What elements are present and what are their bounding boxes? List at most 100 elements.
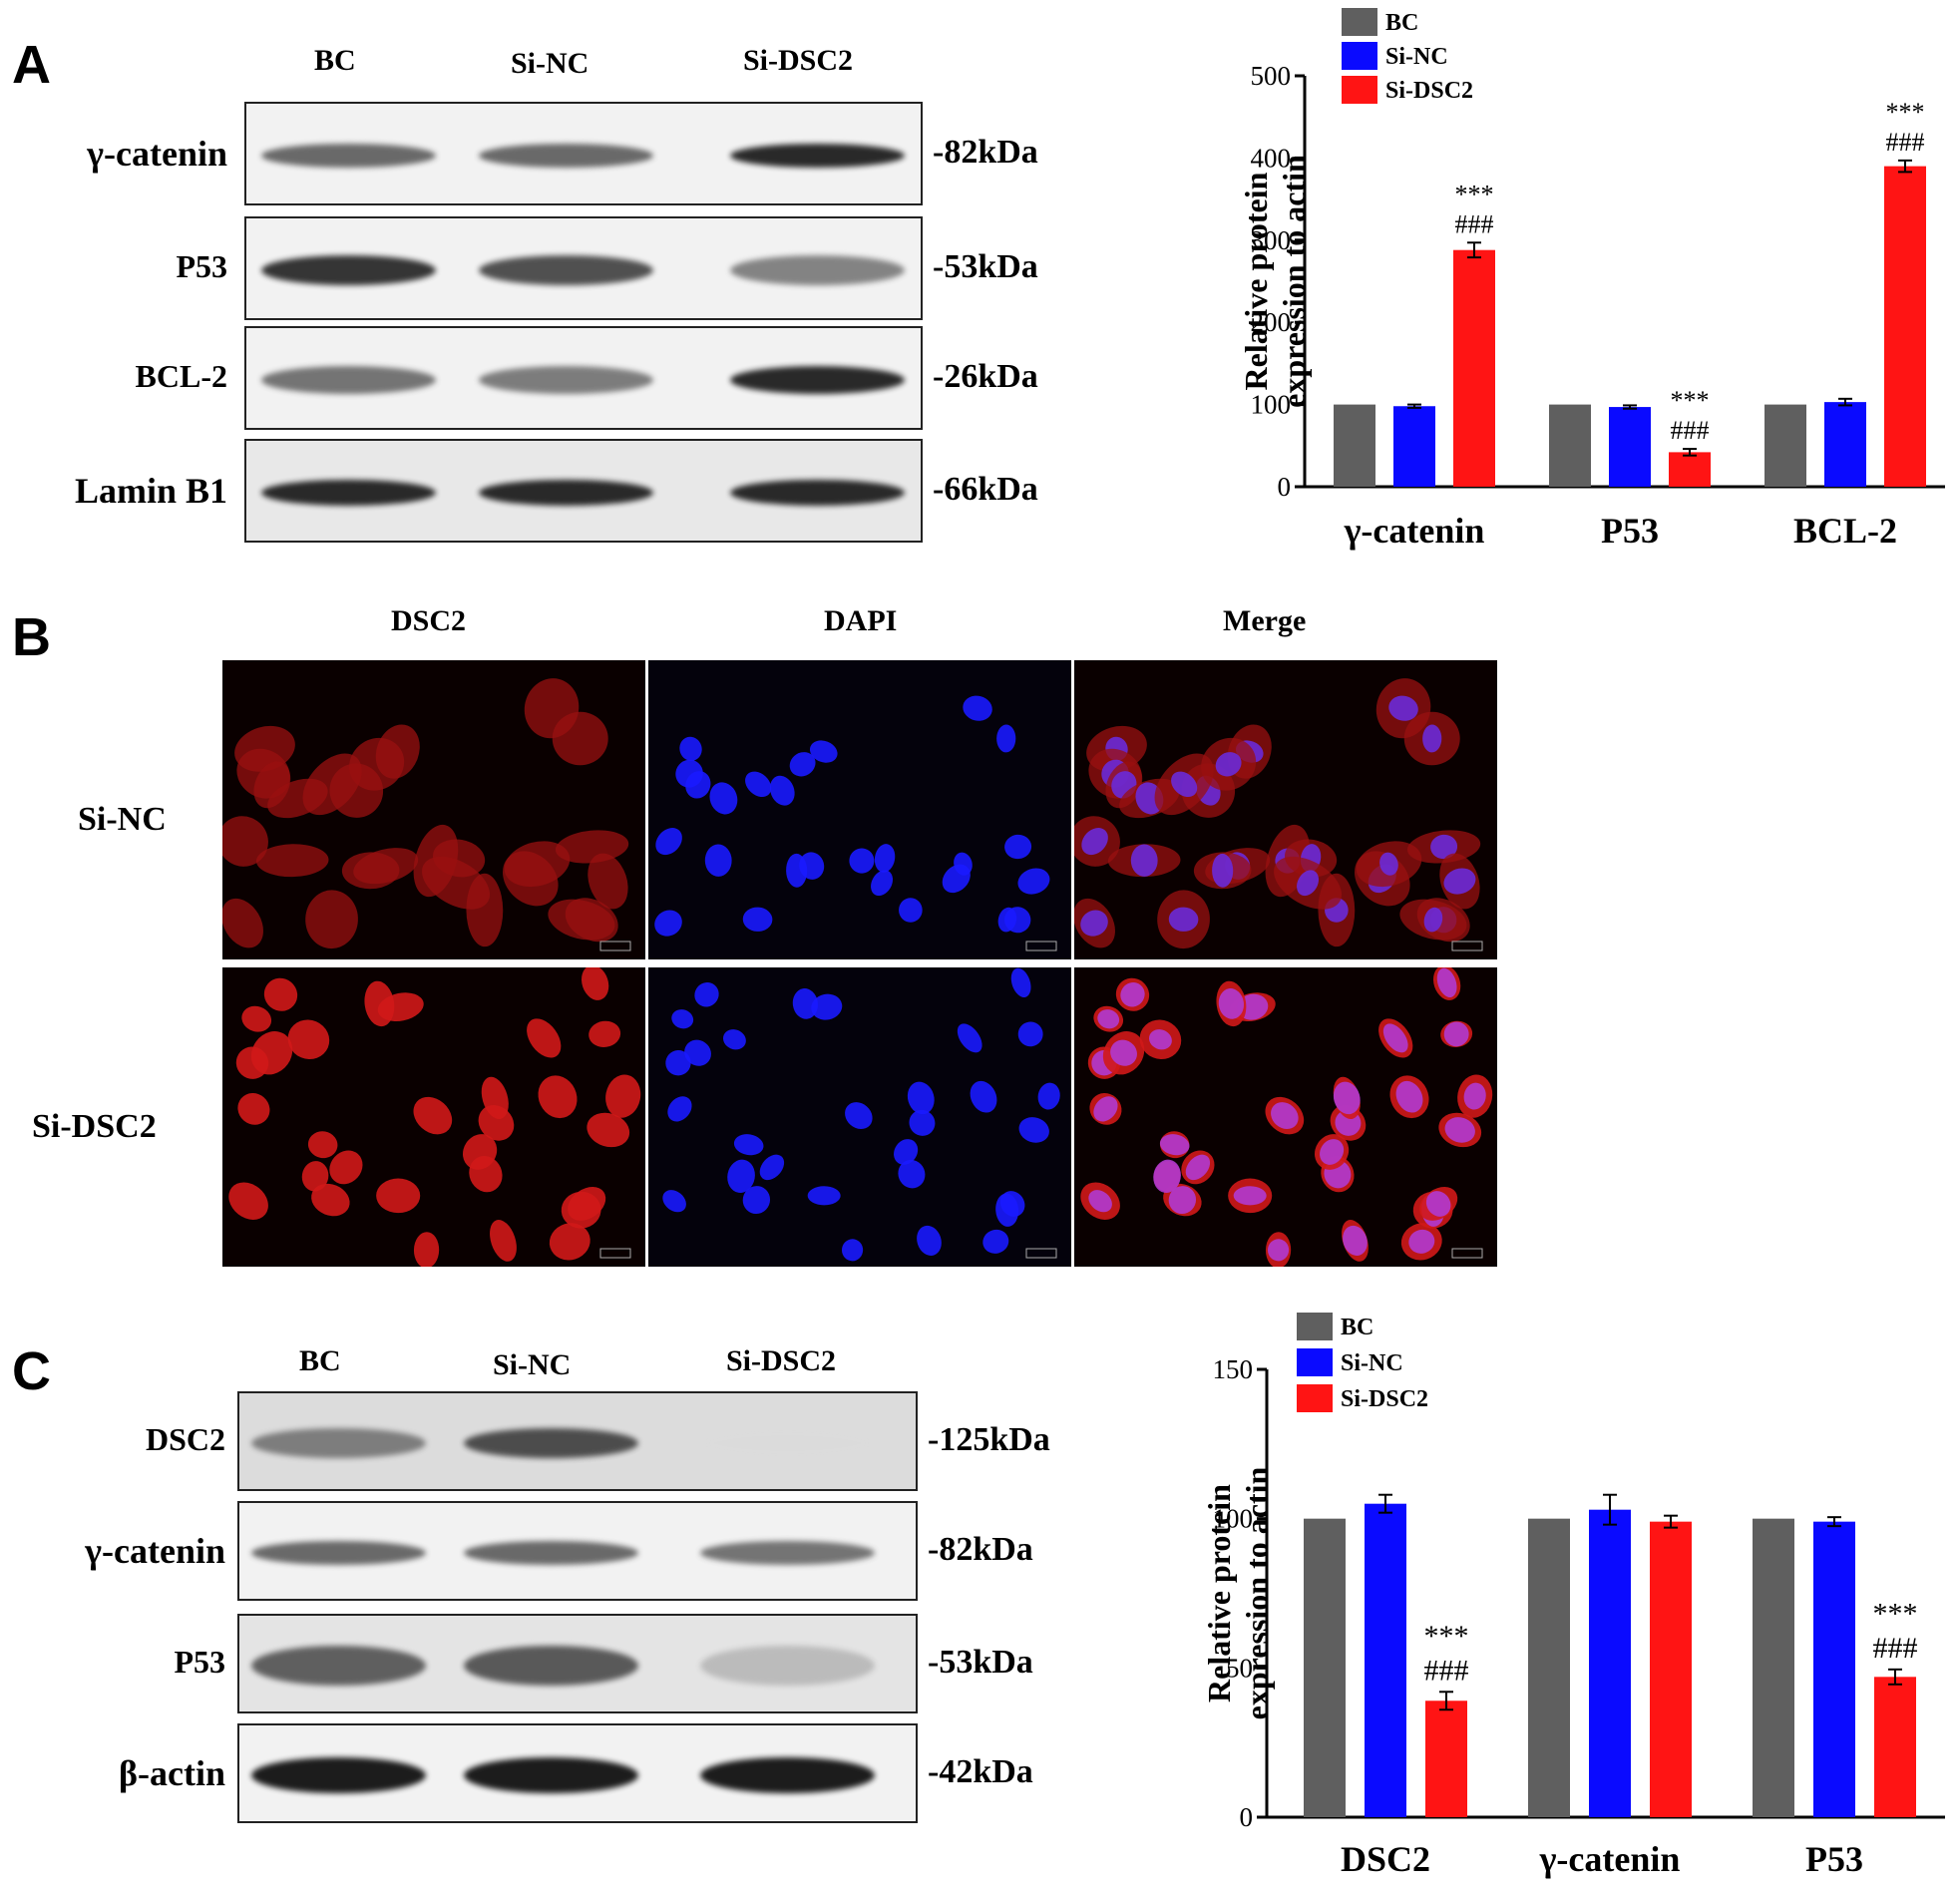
x-category-label: γ-catenin [1539,1839,1681,1879]
scale-bar [599,941,631,951]
legend-swatch-si-dsc2 [1297,1384,1333,1412]
blot-band [478,255,653,285]
y-tick-label: 200 [1251,307,1292,337]
lane-label: Si-DSC2 [726,1344,837,1377]
legend-label: Si-NC [1341,1350,1403,1376]
bar-si-dsc2 [1874,1677,1916,1817]
blot-protein-label: P53 [174,1644,225,1680]
blot-band [729,255,905,285]
y-tick-label: 150 [1213,1354,1254,1384]
bar-bc [1549,404,1591,487]
blot-protein-label: γ-catenin [87,134,227,174]
y-tick-label: 500 [1251,61,1292,91]
y-tick-label: 300 [1251,225,1292,255]
panel-b-letter: B [12,607,51,667]
scale-bar [1451,941,1483,951]
micrograph-dapi-si-nc [648,660,1071,959]
legend-label: Si-NC [1385,44,1448,70]
panel-a-letter: A [12,35,51,95]
blot-band [729,366,905,394]
blot-band [260,366,436,394]
significance-hash: ### [1886,128,1925,157]
blot-strip [237,1723,918,1823]
blot-band [260,255,436,285]
blot-band [463,1541,638,1565]
legend-label: BC [1385,10,1418,36]
blot-band [729,480,905,506]
bar-si-dsc2 [1669,452,1711,487]
bar-si-nc [1609,407,1651,487]
bar-bc [1304,1518,1346,1817]
y-axis-label-line2: expression to actin [1276,155,1312,408]
bar-si-dsc2 [1425,1701,1467,1817]
micrograph-merge-si-nc [1074,660,1497,959]
bar-si-dsc2 [1650,1521,1692,1817]
blot-molecular-weight: -82kDa [928,1531,1033,1568]
lane-label: BC [299,1344,341,1377]
scale-bar [1025,941,1057,951]
significance-stars: *** [1671,386,1710,415]
y-tick-label: 100 [1251,390,1292,420]
significance-hash: ### [1455,209,1494,238]
blot-protein-label: P53 [176,248,227,284]
bar-si-nc [1813,1521,1855,1817]
legend-swatch-si-nc [1297,1348,1333,1376]
legend-swatch-si-dsc2 [1342,76,1377,104]
y-axis-label-line2: expression to actin [1239,1466,1275,1719]
significance-hash: ### [1424,1654,1469,1687]
blot-protein-label: β-actin [119,1753,225,1793]
blot-strip [244,102,923,205]
bar-si-dsc2 [1884,166,1926,487]
bar-si-nc [1589,1509,1631,1817]
legend-swatch-bc [1342,8,1377,36]
blot-band [250,1757,426,1793]
blot-band [463,1757,638,1793]
blot-band [729,144,905,168]
y-axis-label-line1: Relative protein [1201,1484,1237,1703]
row-label-si-dsc2: Si-DSC2 [32,1108,157,1145]
significance-stars: *** [1886,98,1925,127]
bar-si-nc [1824,402,1866,487]
blot-protein-label: DSC2 [145,1421,225,1457]
blot-molecular-weight: -125kDa [928,1421,1050,1458]
bar-bc [1334,404,1375,487]
blot-band [260,144,436,168]
blot-band [699,1541,875,1565]
bar-bc [1753,1518,1794,1817]
blot-strip [237,1501,918,1601]
blot-band [463,1428,638,1458]
blot-band [250,1428,426,1458]
y-tick-label: 400 [1251,143,1292,173]
bar-si-nc [1393,406,1435,487]
blot-band [699,1428,875,1458]
lane-label: BC [314,44,356,77]
row-label-si-nc: Si-NC [78,801,167,838]
legend-label: BC [1341,1315,1373,1340]
blot-band [250,1541,426,1565]
blot-strip [244,439,923,543]
significance-hash: ### [1873,1632,1918,1665]
bar-si-dsc2 [1453,249,1495,487]
lane-label: Si-DSC2 [743,44,854,77]
blot-strip [237,1391,918,1491]
blot-molecular-weight: -26kDa [933,358,1038,395]
blot-protein-label: BCL-2 [135,358,227,394]
blot-molecular-weight: -53kDa [933,248,1038,285]
x-category-label: P53 [1601,511,1659,551]
x-category-label: γ-catenin [1344,511,1485,551]
column-label-dsc2: DSC2 [391,604,467,637]
blot-molecular-weight: -53kDa [928,1644,1033,1681]
legend-swatch-si-nc [1342,42,1377,70]
bar-bc [1764,404,1806,487]
significance-stars: *** [1455,180,1494,208]
micrograph-dapi-si-dsc2 [648,967,1071,1267]
significance-hash: ### [1671,416,1710,445]
blot-band [699,1757,875,1793]
x-category-label: P53 [1805,1839,1863,1879]
x-category-label: DSC2 [1341,1839,1430,1879]
x-category-label: BCL-2 [1793,511,1897,551]
legend-label: Si-DSC2 [1341,1386,1428,1412]
bar-si-nc [1365,1503,1406,1817]
y-tick-label: 0 [1278,472,1292,502]
blot-molecular-weight: -82kDa [933,134,1038,171]
